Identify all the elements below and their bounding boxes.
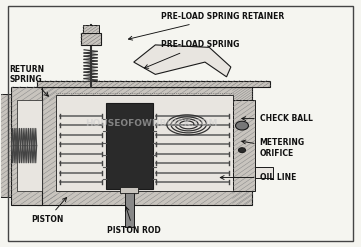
Bar bbox=[106, 103, 153, 189]
Text: OIL LINE: OIL LINE bbox=[220, 173, 296, 182]
Text: PRE-LOAD SPRING RETAINER: PRE-LOAD SPRING RETAINER bbox=[129, 12, 284, 40]
Bar bbox=[125, 189, 134, 227]
Bar bbox=[12, 87, 42, 205]
Text: PISTON: PISTON bbox=[31, 198, 66, 224]
Text: METERING
ORIFICE: METERING ORIFICE bbox=[242, 138, 305, 158]
Text: CHECK BALL: CHECK BALL bbox=[242, 114, 313, 123]
Circle shape bbox=[238, 148, 245, 153]
Text: HOUSEOFOWNBUICK.COM: HOUSEOFOWNBUICK.COM bbox=[86, 119, 218, 128]
Bar bbox=[83, 25, 99, 33]
Bar bbox=[81, 33, 101, 45]
Text: PISTON ROD: PISTON ROD bbox=[107, 207, 161, 235]
Bar bbox=[17, 100, 42, 191]
Bar bbox=[37, 81, 270, 87]
Bar bbox=[0, 94, 12, 197]
Text: RETURN
SPRING: RETURN SPRING bbox=[10, 65, 48, 96]
Bar bbox=[233, 100, 255, 191]
Bar bbox=[56, 95, 232, 191]
Bar bbox=[121, 187, 138, 193]
Circle shape bbox=[235, 121, 248, 130]
Text: PRE-LOAD SPRING: PRE-LOAD SPRING bbox=[144, 41, 239, 68]
Polygon shape bbox=[134, 45, 231, 77]
Bar bbox=[37, 87, 252, 205]
Bar bbox=[255, 167, 273, 178]
